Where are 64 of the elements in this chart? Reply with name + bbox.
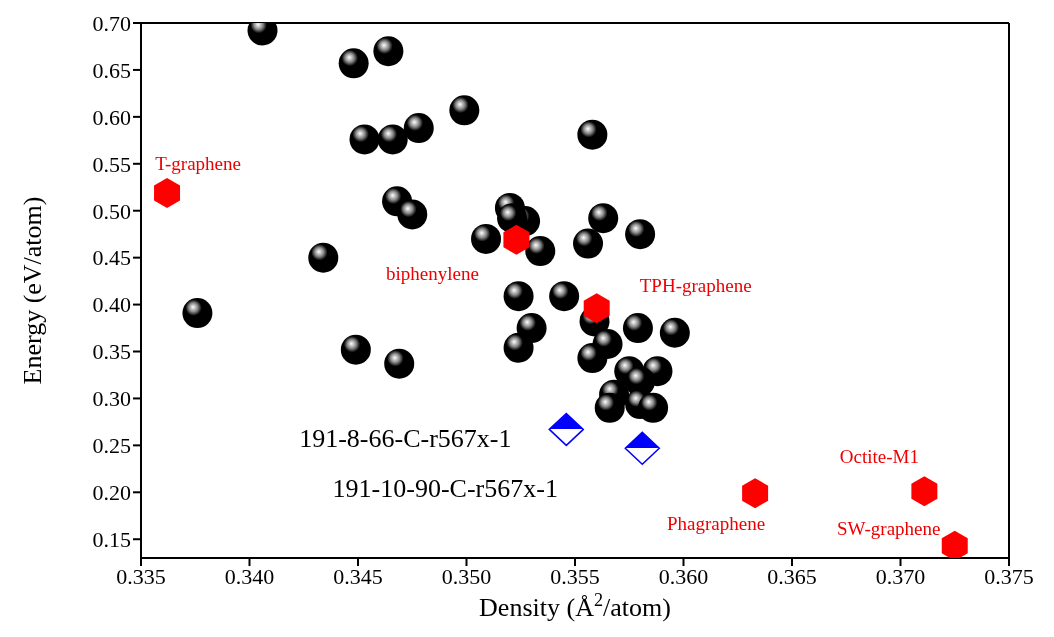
point (659, 317, 690, 348)
x-tick-label: 0.375 (984, 563, 1034, 589)
point (340, 334, 371, 365)
annotation: 191-10-90-C-r567x-1 (332, 473, 558, 503)
x-tick-label: 0.355 (550, 563, 600, 589)
point (154, 177, 181, 208)
point (583, 293, 610, 324)
annotation: Octite-M1 (839, 445, 919, 467)
y-tick-label: 0.20 (92, 480, 131, 506)
point (377, 124, 408, 155)
point (548, 412, 585, 447)
x-axis-title: Density (Å$^{2}$/atom) (479, 590, 671, 622)
y-tick-label: 0.35 (92, 339, 131, 365)
point (503, 224, 530, 255)
annotation: biphenylene (385, 262, 479, 284)
point (941, 530, 968, 558)
y-axis-title: Energy (eV/atom) (17, 196, 47, 385)
point (503, 281, 534, 312)
y-tick-label: 0.50 (92, 198, 131, 224)
y-tick-label: 0.45 (92, 245, 131, 271)
point (503, 332, 534, 363)
point (577, 119, 608, 150)
point (624, 431, 661, 465)
point (403, 113, 434, 144)
y-tick-label: 0.70 (92, 10, 131, 36)
point (384, 348, 415, 379)
y-tick-label: 0.40 (92, 292, 131, 318)
annotation: TPH-graphene (639, 274, 752, 296)
point (182, 298, 213, 329)
point (911, 476, 938, 507)
y-tick-label: 0.30 (92, 386, 131, 412)
annotation: Phagraphene (667, 512, 766, 534)
point (742, 478, 769, 509)
x-tick-label: 0.335 (116, 563, 166, 589)
x-tick-label: 0.340 (224, 563, 275, 589)
x-tick-label: 0.370 (875, 563, 926, 589)
point (449, 95, 480, 126)
annotation: T-graphene (155, 152, 241, 174)
point (338, 48, 369, 79)
y-tick-label: 0.25 (92, 433, 131, 459)
point (397, 199, 428, 230)
x-tick-label: 0.350 (441, 563, 492, 589)
point (573, 228, 604, 259)
point (349, 124, 380, 155)
point (594, 392, 625, 423)
y-tick-label: 0.60 (92, 104, 131, 130)
x-tick-label: 0.360 (658, 563, 709, 589)
point (525, 236, 556, 267)
point (588, 203, 619, 234)
annotation: 191-8-66-C-r567x-1 (299, 423, 512, 453)
x-tick-label: 0.365 (767, 563, 817, 589)
y-tick-label: 0.15 (92, 527, 131, 553)
point (622, 313, 653, 344)
y-tick-label: 0.55 (92, 151, 131, 177)
y-tick-label: 0.65 (92, 57, 131, 83)
point (308, 242, 339, 273)
point (373, 36, 404, 67)
point (577, 343, 608, 374)
x-tick-label: 0.345 (333, 563, 383, 589)
point (549, 281, 580, 312)
point (625, 219, 656, 250)
point (471, 223, 502, 254)
annotation: SW-graphene (837, 517, 941, 539)
point (638, 392, 669, 423)
